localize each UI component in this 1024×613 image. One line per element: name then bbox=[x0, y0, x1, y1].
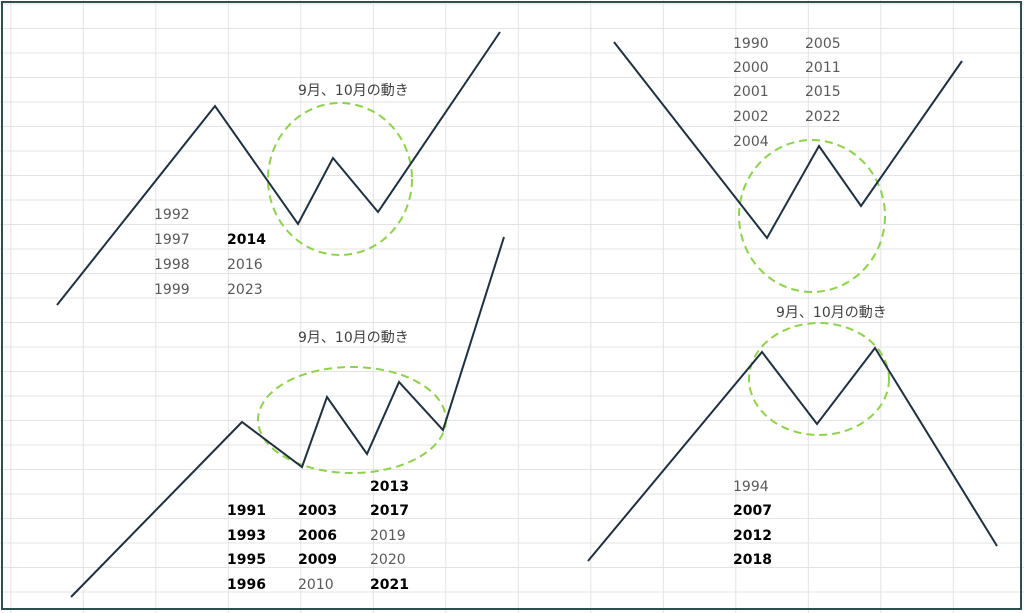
year-label: 2019 bbox=[370, 528, 406, 544]
price-path-line bbox=[587, 346, 998, 562]
panel-bottom-right: 9月、10月の動き 1994 2007 2012 2018 bbox=[587, 305, 998, 568]
price-path-line bbox=[56, 31, 501, 306]
year-label: 2016 bbox=[227, 257, 263, 273]
year-label: 1998 bbox=[154, 257, 190, 273]
panel-caption: 9月、10月の動き bbox=[298, 83, 409, 99]
year-label: 2009 bbox=[298, 552, 337, 568]
year-label: 2002 bbox=[733, 109, 769, 125]
price-path-line bbox=[70, 236, 505, 598]
year-label: 2022 bbox=[805, 109, 841, 125]
year-label: 2018 bbox=[733, 552, 772, 568]
year-label: 2006 bbox=[298, 528, 337, 544]
panel-bottom-left: 9月、10月の動き 1991 1993 1995 1996 2003 2006 … bbox=[70, 236, 505, 598]
year-label: 1995 bbox=[227, 552, 266, 568]
panel-caption: 9月、10月の動き bbox=[776, 305, 887, 321]
year-label: 2014 bbox=[227, 232, 266, 248]
year-label: 2010 bbox=[298, 577, 334, 593]
sep-oct-circle bbox=[738, 139, 886, 293]
year-label: 2000 bbox=[733, 60, 769, 76]
sep-oct-circle bbox=[748, 322, 890, 436]
year-label: 2011 bbox=[805, 60, 841, 76]
year-label: 2012 bbox=[733, 528, 772, 544]
year-label: 2017 bbox=[370, 503, 409, 519]
year-label: 2007 bbox=[733, 503, 772, 519]
panel-top-right: 1990 2000 2001 2002 2004 2005 2011 2015 … bbox=[613, 36, 963, 293]
year-label: 2015 bbox=[805, 84, 841, 100]
year-label: 1990 bbox=[733, 36, 769, 52]
year-label: 2013 bbox=[370, 479, 409, 495]
year-label: 1993 bbox=[227, 528, 266, 544]
year-label: 1996 bbox=[227, 577, 266, 593]
year-label: 2005 bbox=[805, 36, 841, 52]
panel-caption: 9月、10月の動き bbox=[298, 330, 409, 346]
year-label: 1999 bbox=[154, 282, 190, 298]
year-label: 2023 bbox=[227, 282, 263, 298]
panel-top-left: 9月、10月の動き 1992 1997 1998 1999 2014 2016 … bbox=[56, 31, 501, 306]
year-label: 2021 bbox=[370, 577, 409, 593]
year-label: 2020 bbox=[370, 552, 406, 568]
year-label: 1992 bbox=[154, 207, 190, 223]
price-path-line bbox=[613, 41, 963, 240]
year-label: 1997 bbox=[154, 232, 190, 248]
year-label: 1991 bbox=[227, 503, 266, 519]
year-label: 1994 bbox=[733, 479, 769, 495]
year-label: 2004 bbox=[733, 134, 769, 150]
year-label: 2003 bbox=[298, 503, 337, 519]
year-label: 2001 bbox=[733, 84, 769, 100]
sep-oct-circle bbox=[267, 102, 413, 256]
